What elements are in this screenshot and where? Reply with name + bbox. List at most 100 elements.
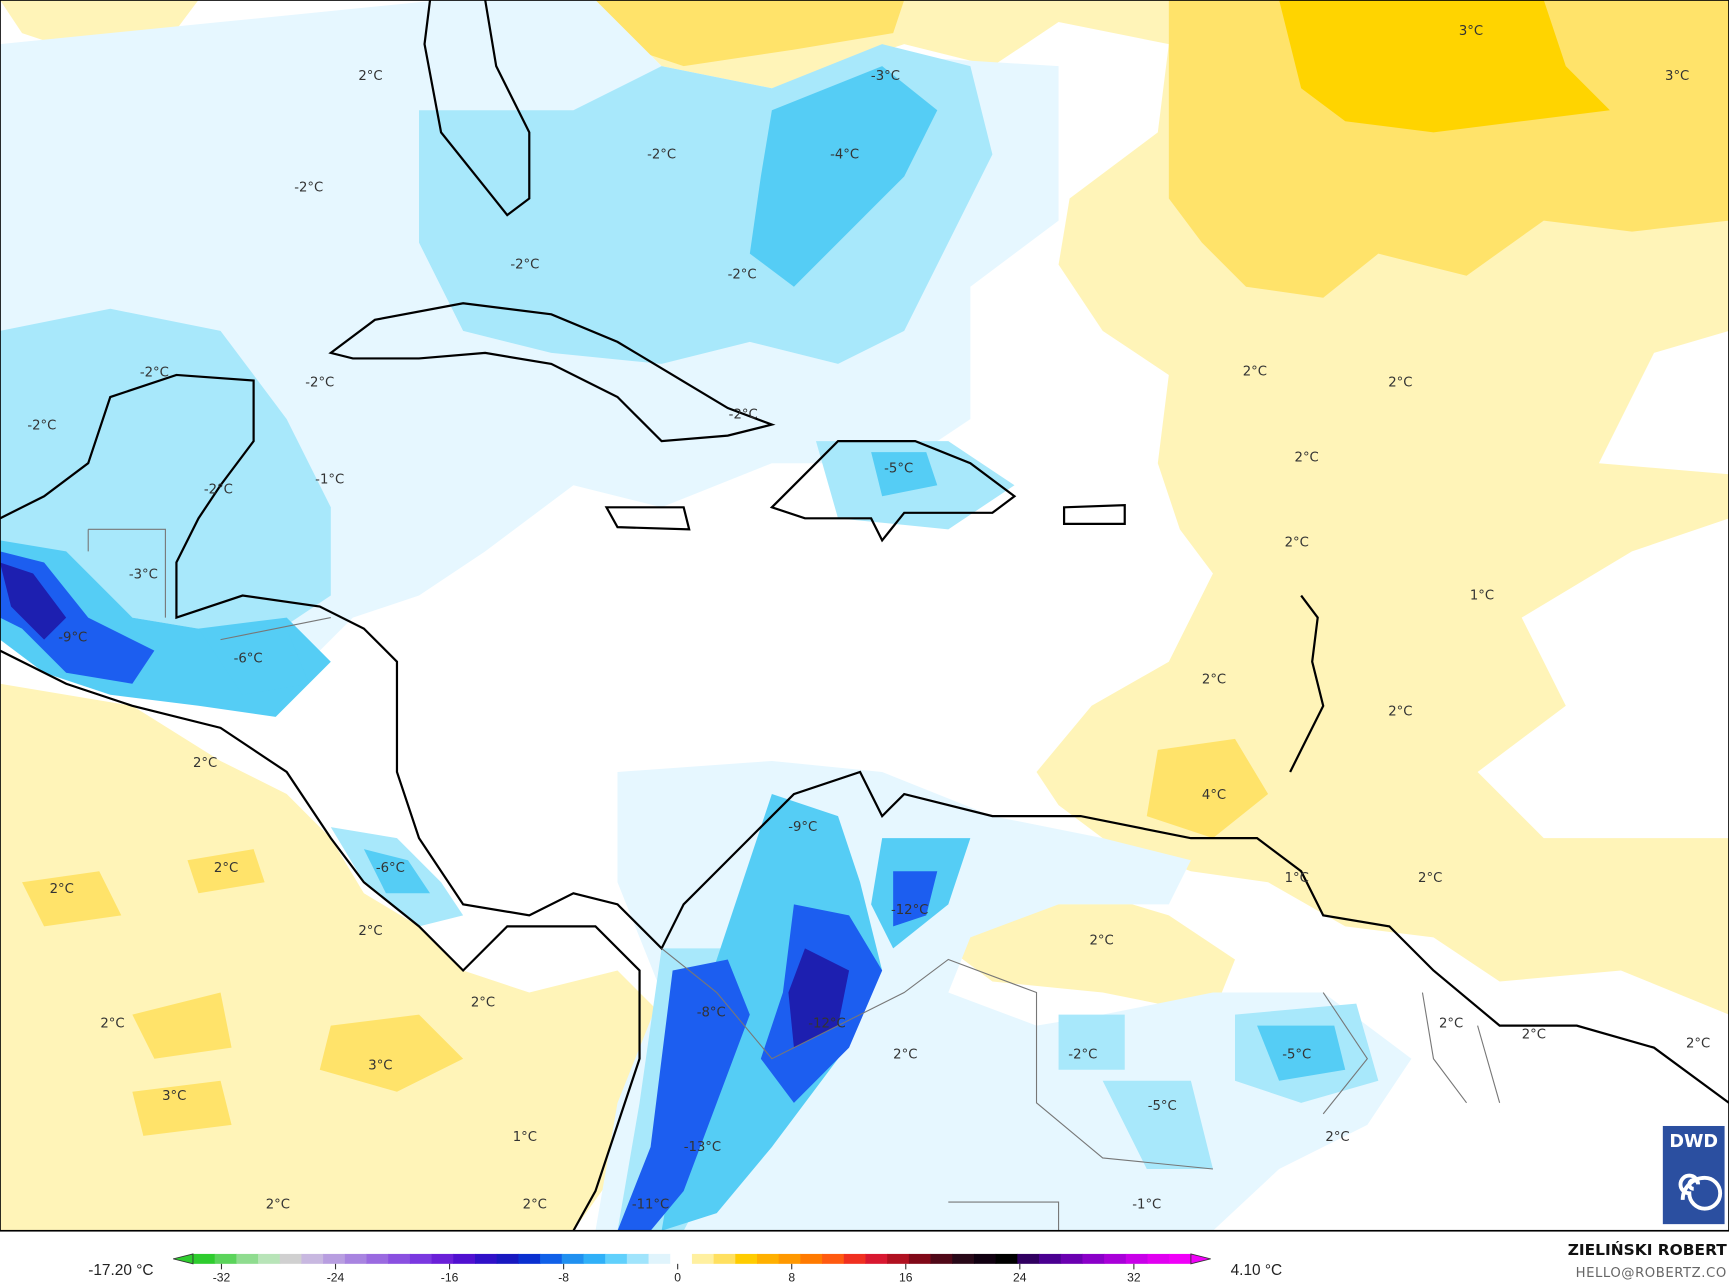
colorbar-segment: [865, 1253, 888, 1264]
temperature-label: -1°C: [1132, 1197, 1161, 1212]
colorbar-segment: [1082, 1253, 1105, 1264]
temperature-label: -12°C: [808, 1016, 845, 1031]
colorbar-tick-label: -16: [441, 1270, 459, 1284]
temperature-label: -13°C: [684, 1140, 721, 1155]
temperature-label: 3°C: [162, 1089, 186, 1104]
colorbar: -32 -24 -16 -8 0 8 16 24 32 -17.20 °C 4.10 °C: [88, 1253, 1283, 1284]
colorbar-segment: [1039, 1253, 1062, 1264]
temperature-label: 2°C: [50, 882, 74, 897]
temperature-label: -2°C: [27, 419, 56, 434]
colorbar-segment: [995, 1253, 1018, 1264]
colorbar-segment: [192, 1253, 216, 1264]
temperature-label: 1°C: [1285, 871, 1309, 886]
temperature-label: 2°C: [1089, 934, 1113, 949]
colorbar-ticks: -32 -24 -16 -8 0 8 16 24 32: [213, 1263, 1141, 1284]
map-frame: [0, 0, 1729, 1232]
colorbar-segment: [757, 1253, 780, 1264]
temperature-label: 2°C: [1388, 704, 1412, 719]
colorbar-segment: [258, 1253, 281, 1264]
warm-anomaly-regions: [0, 0, 1729, 1231]
temperature-label: 2°C: [1325, 1130, 1349, 1145]
temperature-label: -2°C: [729, 408, 758, 423]
temperature-label: -3°C: [871, 69, 900, 84]
temperature-label: -2°C: [294, 180, 323, 195]
colorbar-segment: [822, 1253, 845, 1264]
colorbar-segment: [431, 1253, 454, 1264]
author-credit: ZIELIŃSKI ROBERT: [1568, 1240, 1728, 1259]
colorbar-segment: [323, 1253, 346, 1264]
temperature-label: 2°C: [214, 861, 238, 876]
colorbar-segment: [561, 1253, 585, 1264]
temperature-label: 1°C: [1470, 589, 1494, 604]
colorbar-segment: [1060, 1253, 1083, 1264]
colorbar-max-label: 4.10 °C: [1231, 1262, 1283, 1279]
colorbar-tick-label: -24: [327, 1270, 345, 1284]
temperature-label: 2°C: [1202, 672, 1226, 687]
temperature-label: 2°C: [1243, 365, 1267, 380]
colorbar-tick-label: 0: [674, 1270, 681, 1284]
temperature-label: -11°C: [632, 1197, 669, 1212]
colorbar-segment: [236, 1253, 259, 1264]
colorbar-tick-label: -8: [558, 1270, 569, 1284]
temperature-label: 2°C: [523, 1197, 547, 1212]
colorbar-segment: [1125, 1253, 1149, 1264]
colorbar-segment: [301, 1253, 324, 1264]
colorbar-min-label: -17.20 °C: [88, 1262, 153, 1279]
temperature-label: -2°C: [305, 376, 334, 391]
country-borders: [87, 528, 1501, 1231]
colorbar-tick-label: -32: [213, 1270, 231, 1284]
colorbar-segment: [930, 1253, 953, 1264]
colorbar-segment: [214, 1253, 237, 1264]
temperature-label: 2°C: [1418, 871, 1442, 886]
temperature-label: -9°C: [788, 820, 817, 835]
temperature-label: -12°C: [891, 903, 928, 918]
temperature-label: 2°C: [358, 69, 382, 84]
temperature-label: -9°C: [58, 630, 87, 645]
colorbar-segment: [474, 1253, 498, 1264]
colorbar-segment: [1147, 1253, 1170, 1264]
temperature-label: 2°C: [471, 995, 495, 1010]
dwd-logo: DWD: [1662, 1125, 1725, 1225]
temperature-label: 2°C: [1285, 536, 1309, 551]
colorbar-segment: [605, 1253, 628, 1264]
colorbar-max-arrow: [1190, 1253, 1211, 1265]
colorbar-segment: [691, 1253, 715, 1264]
cold-anomaly-regions: [0, 0, 1412, 1231]
temperature-label: 2°C: [1522, 1027, 1546, 1042]
temperature-label: -6°C: [234, 651, 263, 666]
colorbar-segment: [1169, 1253, 1192, 1264]
temperature-label: -5°C: [1148, 1099, 1177, 1114]
colorbar-segment: [1104, 1253, 1127, 1264]
colorbar-segment: [713, 1253, 736, 1264]
colorbar-segment: [583, 1253, 606, 1264]
coastlines: [0, 0, 1729, 1232]
temperature-label: 3°C: [368, 1058, 392, 1073]
dwd-logo-text: DWD: [1669, 1132, 1718, 1152]
colorbar-segment: [735, 1253, 758, 1264]
colorbar-segment: [908, 1253, 932, 1264]
colorbar-segment: [952, 1253, 975, 1264]
temperature-label: -4°C: [830, 147, 859, 162]
colorbar-segment: [540, 1253, 563, 1264]
temperature-label: 2°C: [1295, 451, 1319, 466]
author-email: HELLO@ROBERTZ.CO: [1576, 1266, 1727, 1281]
temperature-label: 2°C: [193, 756, 217, 771]
temperature-label: 2°C: [893, 1047, 917, 1062]
colorbar-segment: [843, 1253, 867, 1264]
temperature-label: 2°C: [358, 924, 382, 939]
temperature-label: -2°C: [204, 483, 233, 498]
temperature-label: -1°C: [315, 473, 344, 488]
dwd-spiral-icon: [1678, 1173, 1723, 1211]
colorbar-segment: [366, 1253, 389, 1264]
temperature-label: -2°C: [510, 258, 539, 273]
colorbar-segment: [973, 1253, 997, 1264]
temperature-label: -6°C: [376, 861, 405, 876]
colorbar-tick-label: 8: [788, 1270, 795, 1284]
colorbar-segment: [453, 1253, 476, 1264]
colorbar-tick-label: 32: [1127, 1270, 1141, 1284]
temperature-label: 3°C: [1459, 24, 1483, 39]
temperature-label: 2°C: [266, 1197, 290, 1212]
temperature-label: -5°C: [884, 462, 913, 477]
